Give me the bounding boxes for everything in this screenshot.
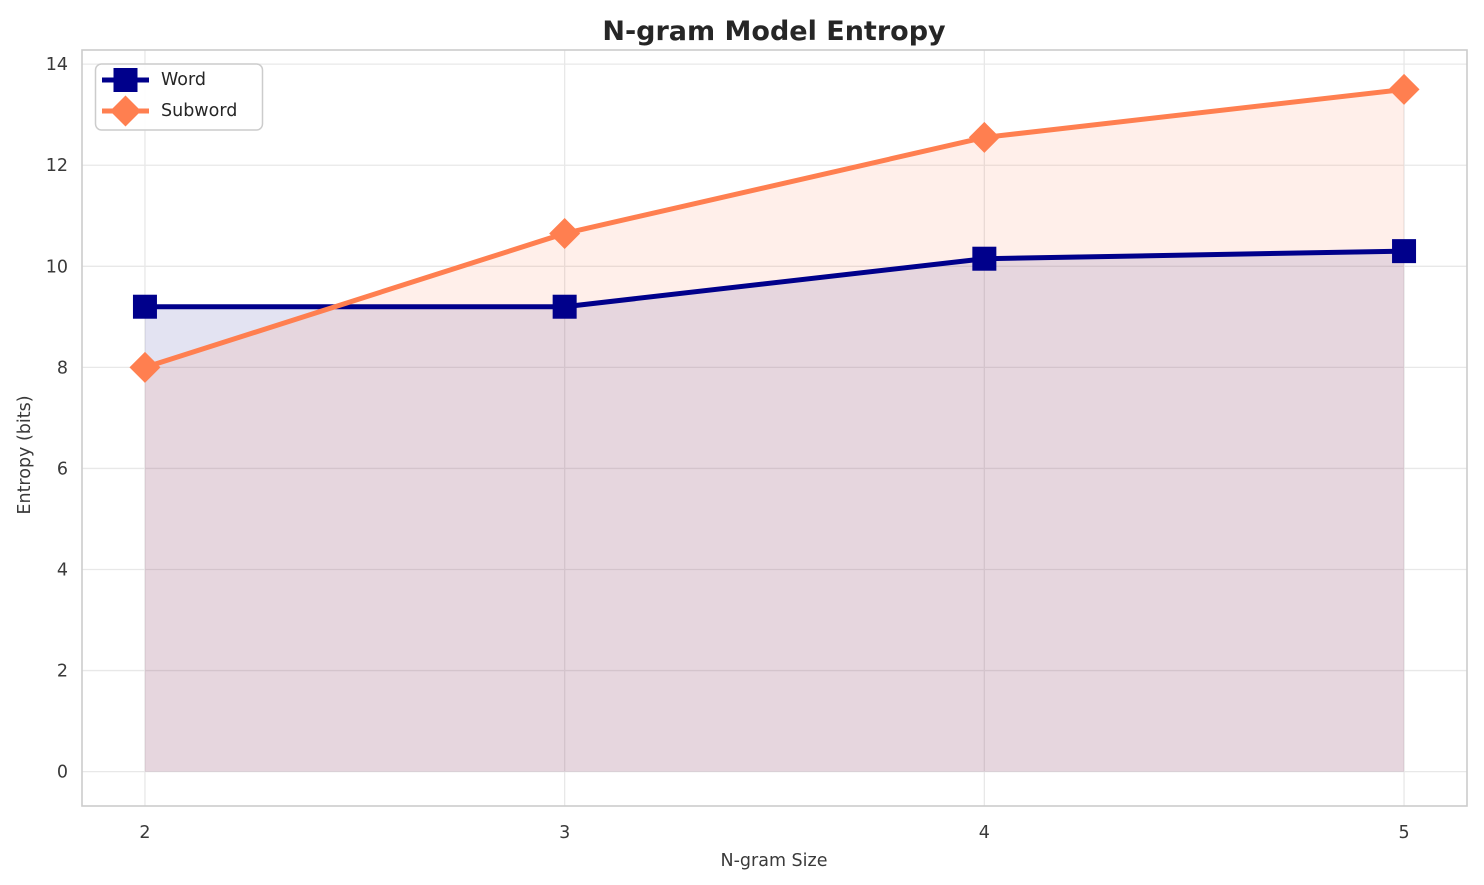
word-marker — [972, 246, 997, 271]
word-marker — [552, 294, 577, 319]
legend-square-marker — [113, 68, 138, 92]
subword-line — [144, 86, 1405, 370]
word-marker — [1392, 239, 1417, 264]
chart-title: N-gram Model Entropy — [602, 16, 946, 47]
plot-border — [81, 49, 1468, 807]
x-tick-label: 3 — [559, 823, 570, 843]
y-tick-label: 8 — [57, 358, 68, 378]
y-tick-label: 14 — [46, 55, 68, 75]
y-tick-label: 10 — [46, 257, 68, 277]
legend-label-word: Word — [161, 70, 206, 90]
y-tick-label: 4 — [57, 560, 68, 580]
subword-marker — [968, 121, 1000, 153]
legend-diamond-marker — [110, 95, 141, 127]
legend: Word Subword — [94, 63, 264, 131]
word-area-fill — [144, 251, 1405, 772]
legend-samples — [102, 68, 149, 127]
subword-area-fill — [144, 89, 1405, 772]
x-axis-label: N-gram Size — [721, 851, 828, 871]
y-tick-label: 2 — [57, 662, 68, 682]
x-tick-label: 2 — [139, 823, 150, 843]
grid-lines — [82, 50, 1467, 806]
subword-marker — [549, 217, 581, 249]
series-markers — [129, 73, 1420, 383]
y-tick-label: 0 — [57, 763, 68, 783]
word-line — [144, 248, 1405, 310]
legend-label-subword: Subword — [161, 101, 237, 121]
y-tick-label: 6 — [57, 459, 68, 479]
y-tick-labels: 0 2 4 6 8 10 12 14 — [46, 55, 68, 782]
x-tick-label: 4 — [979, 823, 990, 843]
subword-marker — [129, 351, 161, 383]
x-tick-labels: 2 3 4 5 — [139, 823, 1409, 843]
area-fills — [144, 89, 1405, 772]
subword-marker — [1388, 73, 1420, 105]
y-axis-label: Entropy (bits) — [15, 395, 35, 514]
x-tick-label: 5 — [1398, 823, 1409, 843]
y-tick-label: 12 — [46, 156, 68, 176]
series-lines — [144, 86, 1405, 370]
word-marker — [132, 294, 157, 319]
